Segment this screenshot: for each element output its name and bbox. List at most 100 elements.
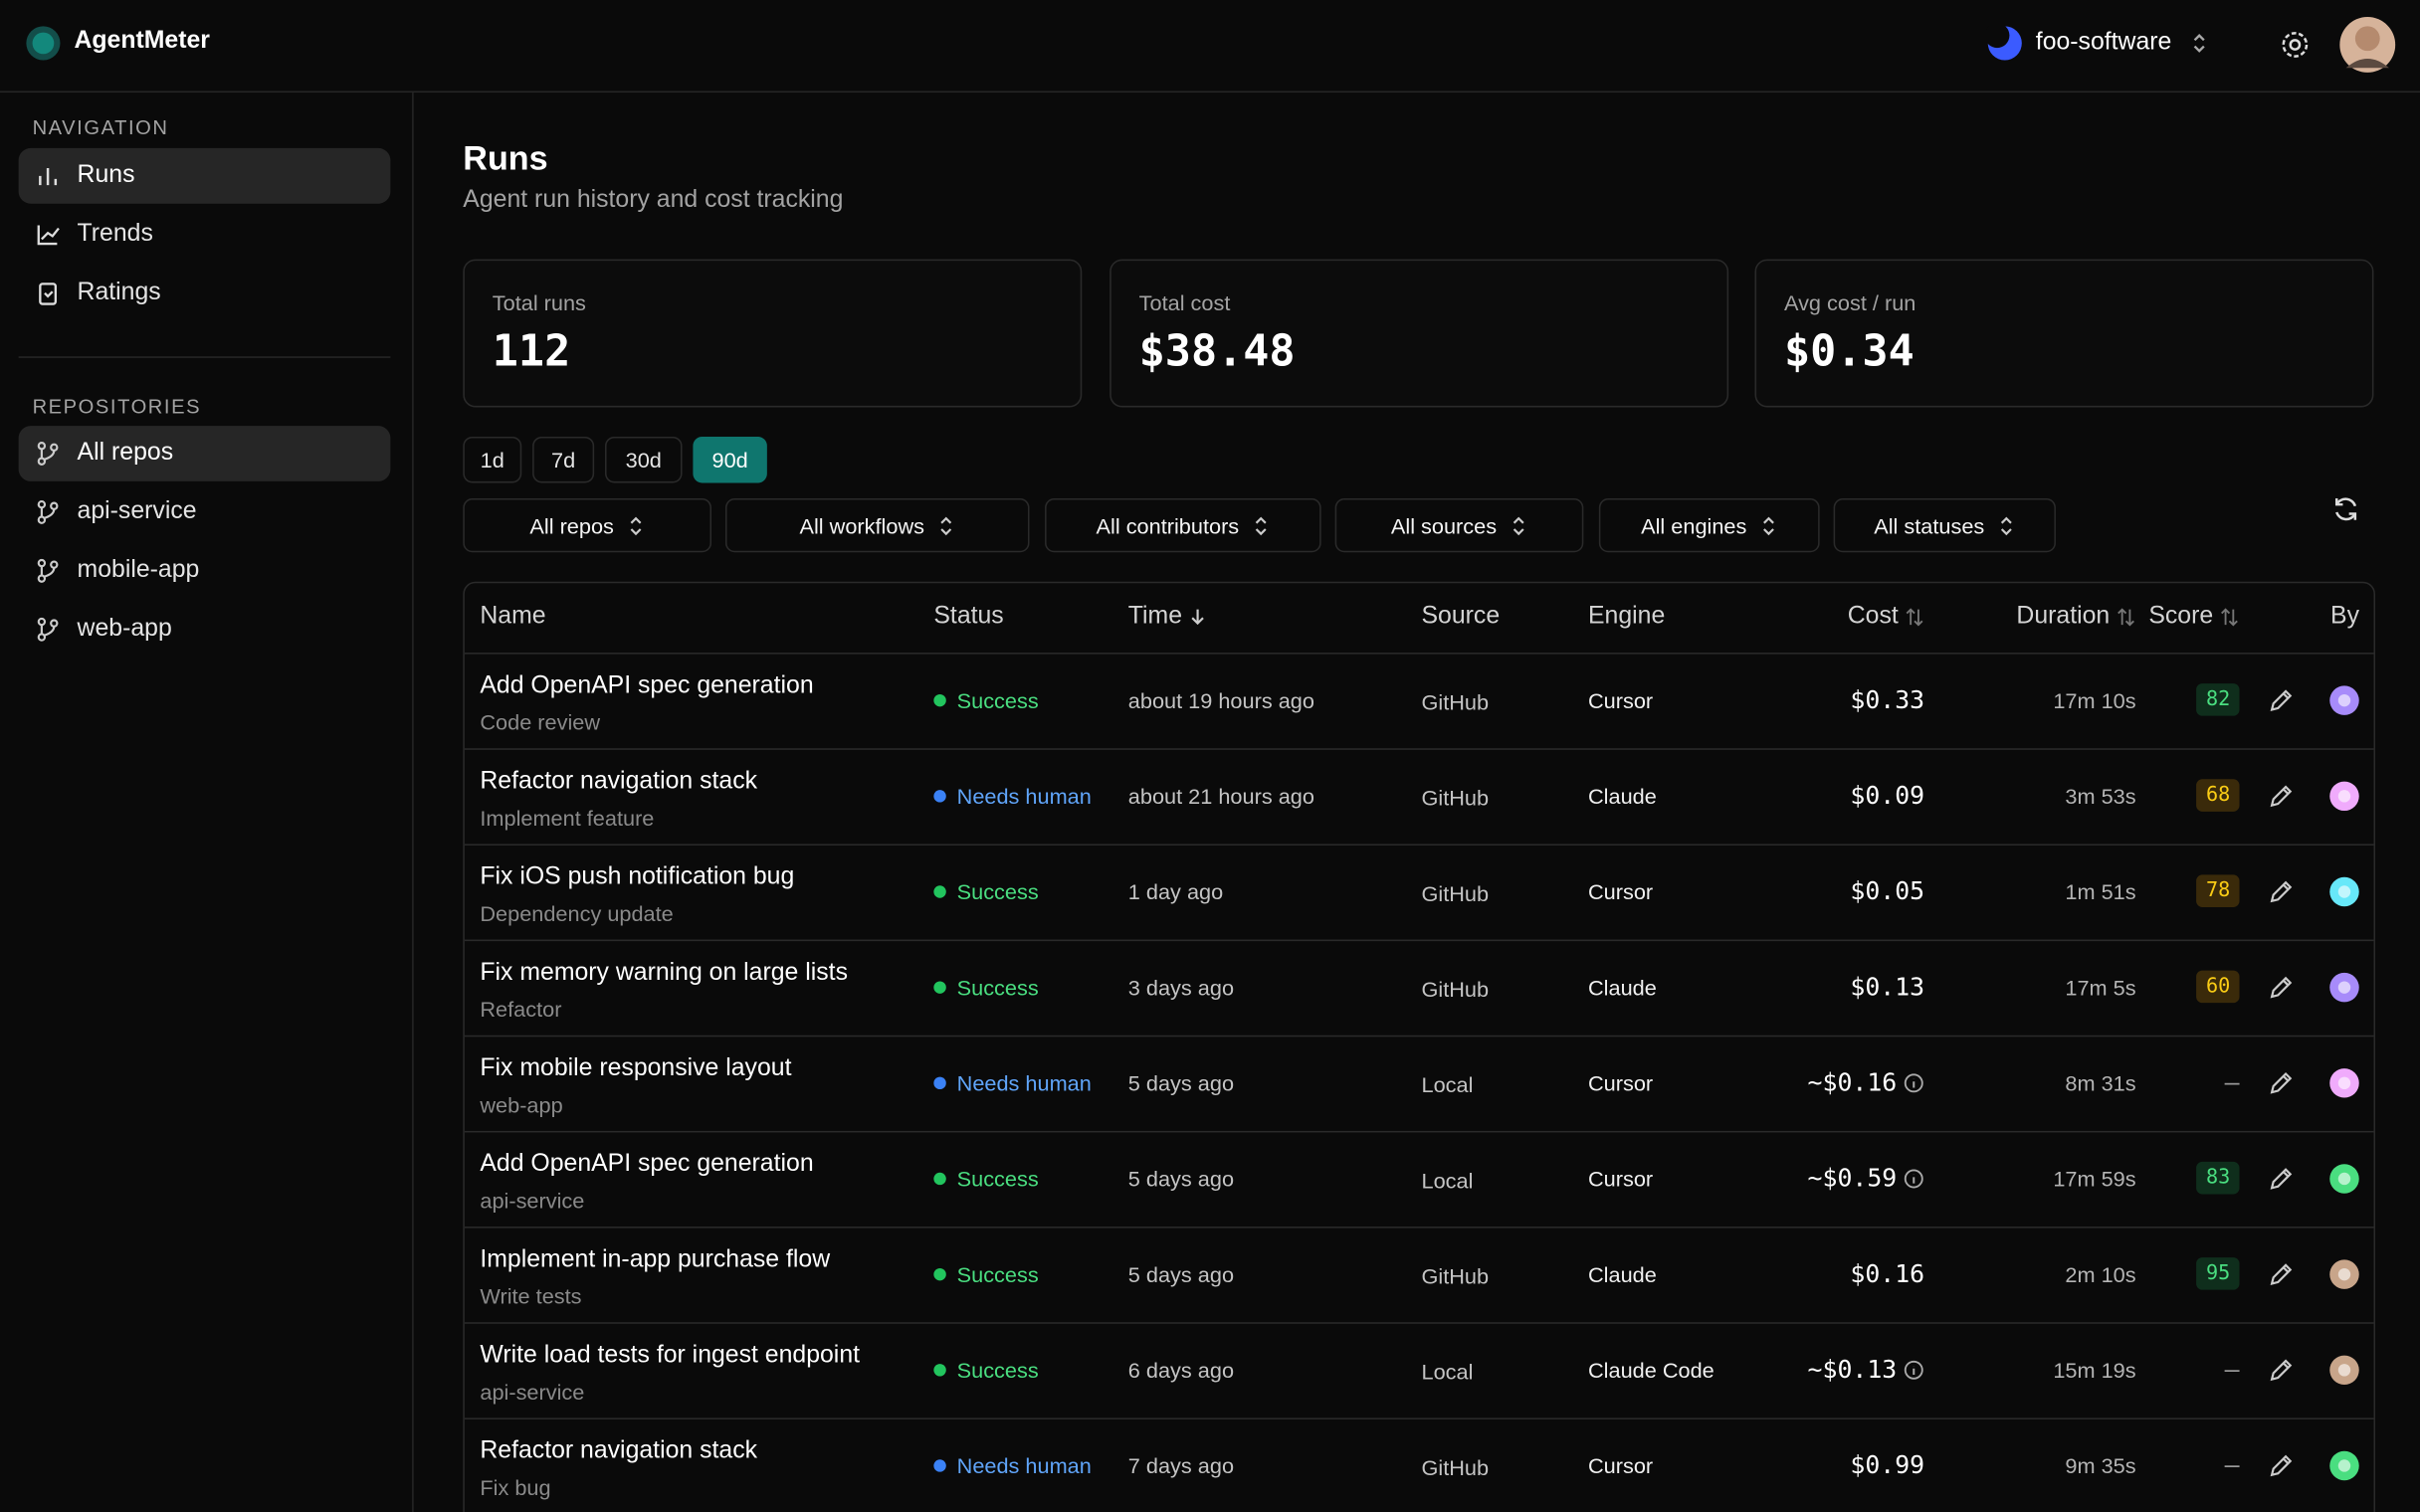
status-dot bbox=[933, 885, 946, 898]
table-row[interactable]: Fix iOS push notification bug Dependency … bbox=[464, 846, 2374, 942]
cost: $0.16 bbox=[1850, 1259, 1924, 1288]
column-header: Engine bbox=[1588, 603, 1665, 631]
cost-value: $0.99 bbox=[1850, 1449, 1925, 1480]
time: 7 days ago bbox=[1127, 1453, 1235, 1478]
score: 95 bbox=[2196, 1257, 2240, 1290]
nav-label: Runs bbox=[77, 161, 135, 189]
settings-button[interactable] bbox=[2278, 28, 2312, 62]
repo-label: api-service bbox=[77, 497, 197, 525]
engine: Claude Code bbox=[1588, 1357, 1714, 1383]
edit-button[interactable] bbox=[2267, 686, 2295, 714]
status-dot bbox=[933, 1172, 946, 1186]
edit-button[interactable] bbox=[2267, 1260, 2295, 1288]
edit-button[interactable] bbox=[2267, 1452, 2295, 1480]
status: Success bbox=[933, 1358, 1039, 1383]
repo-item[interactable]: web-app bbox=[19, 602, 391, 658]
filter-label: All sources bbox=[1390, 512, 1498, 538]
edit-button[interactable] bbox=[2267, 878, 2295, 906]
edit-button[interactable] bbox=[2267, 782, 2295, 810]
status-label: Success bbox=[956, 879, 1039, 904]
source: GitHub bbox=[1421, 880, 1490, 906]
table-row[interactable]: Write load tests for ingest endpoint api-… bbox=[464, 1324, 2374, 1419]
repo-item[interactable]: All repos bbox=[18, 426, 391, 481]
status-dot bbox=[933, 1076, 946, 1090]
edit-button[interactable] bbox=[2267, 1069, 2295, 1097]
edit-button[interactable] bbox=[2267, 1165, 2295, 1193]
column-label: Engine bbox=[1588, 603, 1666, 630]
contributor-avatar bbox=[2329, 1259, 2359, 1289]
run-workflow: Refactor bbox=[480, 996, 562, 1022]
refresh-button[interactable] bbox=[2330, 493, 2361, 524]
table-row[interactable]: Fix memory warning on large lists Refacto… bbox=[464, 941, 2374, 1038]
edit-button[interactable] bbox=[2267, 1356, 2295, 1384]
nav-item[interactable]: Ratings bbox=[19, 266, 391, 321]
duration: 17m 10s bbox=[2053, 687, 2136, 713]
table-row[interactable]: Add OpenAPI spec generation Code review Su… bbox=[464, 655, 2374, 750]
column-header: By bbox=[2330, 603, 2359, 631]
duration: 17m 5s bbox=[2065, 975, 2136, 1001]
column-header[interactable]: Time bbox=[1128, 603, 1207, 631]
repo-label: All repos bbox=[77, 440, 174, 467]
table-row[interactable]: Refactor navigation stack Fix bug Needs hu… bbox=[465, 1419, 2374, 1512]
column-header: Name bbox=[480, 603, 545, 631]
run-workflow: Implement feature bbox=[480, 805, 655, 831]
engine: Claude bbox=[1588, 975, 1657, 1001]
range-button[interactable]: 7d bbox=[532, 436, 595, 483]
table-row[interactable]: Add OpenAPI spec generation api-service Su… bbox=[464, 1132, 2374, 1228]
info-icon bbox=[1904, 1360, 1923, 1379]
column-label: Name bbox=[480, 603, 546, 630]
stat-card: Total runs 112 bbox=[463, 259, 1083, 408]
contributor-avatar bbox=[2329, 876, 2359, 907]
duration: 3m 53s bbox=[2065, 783, 2136, 809]
time: 5 days ago bbox=[1127, 1070, 1235, 1096]
time: about 19 hours ago bbox=[1127, 687, 1314, 713]
chevron bbox=[1255, 515, 1267, 535]
contributor-avatar bbox=[2329, 685, 2359, 715]
status-label: Success bbox=[956, 1166, 1039, 1192]
filter-label: All engines bbox=[1641, 512, 1747, 538]
engine: Cursor bbox=[1588, 1070, 1654, 1096]
nav-item[interactable]: Trends bbox=[19, 207, 391, 263]
score: — bbox=[2224, 1354, 2240, 1385]
status-dot bbox=[933, 693, 946, 707]
stat-value: $38.48 bbox=[1138, 325, 1296, 377]
repo-item[interactable]: mobile-app bbox=[19, 543, 391, 599]
user-avatar[interactable] bbox=[2338, 16, 2397, 75]
org-icon bbox=[1986, 24, 2022, 61]
filter-select[interactable]: All workflows bbox=[724, 497, 1030, 553]
column-label: Cost bbox=[1847, 603, 1899, 630]
edit-button[interactable] bbox=[2267, 974, 2295, 1002]
column-header[interactable]: Cost bbox=[1848, 603, 1924, 631]
contributor-avatar bbox=[2329, 1164, 2359, 1194]
contributor-avatar bbox=[2329, 972, 2359, 1003]
status: Success bbox=[933, 975, 1039, 1000]
nav-icon bbox=[37, 225, 60, 246]
filter-label: All workflows bbox=[799, 512, 924, 538]
range-button[interactable]: 90d bbox=[693, 436, 767, 483]
engine: Cursor bbox=[1588, 1453, 1654, 1478]
filter-select[interactable]: All statuses bbox=[1833, 497, 2056, 553]
page-title: Runs bbox=[463, 138, 548, 178]
filter-select[interactable]: All engines bbox=[1598, 497, 1820, 553]
range-button[interactable]: 1d bbox=[463, 436, 522, 483]
table-row[interactable]: Refactor navigation stack Implement featu… bbox=[464, 750, 2374, 846]
column-header[interactable]: Duration bbox=[2016, 603, 2135, 631]
chevron bbox=[630, 515, 642, 535]
filter-select[interactable]: All contributors bbox=[1045, 497, 1321, 553]
org-switcher[interactable]: foo-software bbox=[1986, 24, 2215, 62]
table-row[interactable]: Implement in-app purchase flow Write test… bbox=[464, 1228, 2374, 1324]
nav-item[interactable]: Runs bbox=[18, 147, 391, 204]
column-header[interactable]: Score bbox=[2148, 603, 2239, 631]
run-workflow: api-service bbox=[480, 1379, 585, 1405]
nav-icon bbox=[39, 168, 58, 186]
range-button[interactable]: 30d bbox=[605, 436, 683, 483]
filter-select[interactable]: All sources bbox=[1334, 497, 1584, 553]
engine: Claude bbox=[1588, 1261, 1657, 1287]
filter-select[interactable]: All repos bbox=[463, 497, 712, 553]
cost-value: $0.13 bbox=[1850, 972, 1925, 1002]
table-row[interactable]: Fix mobile responsive layout web-app Needs… bbox=[464, 1037, 2374, 1133]
info-icon bbox=[1904, 1072, 1923, 1092]
repo-item[interactable]: api-service bbox=[19, 484, 391, 540]
status-label: Needs human bbox=[956, 1070, 1092, 1096]
